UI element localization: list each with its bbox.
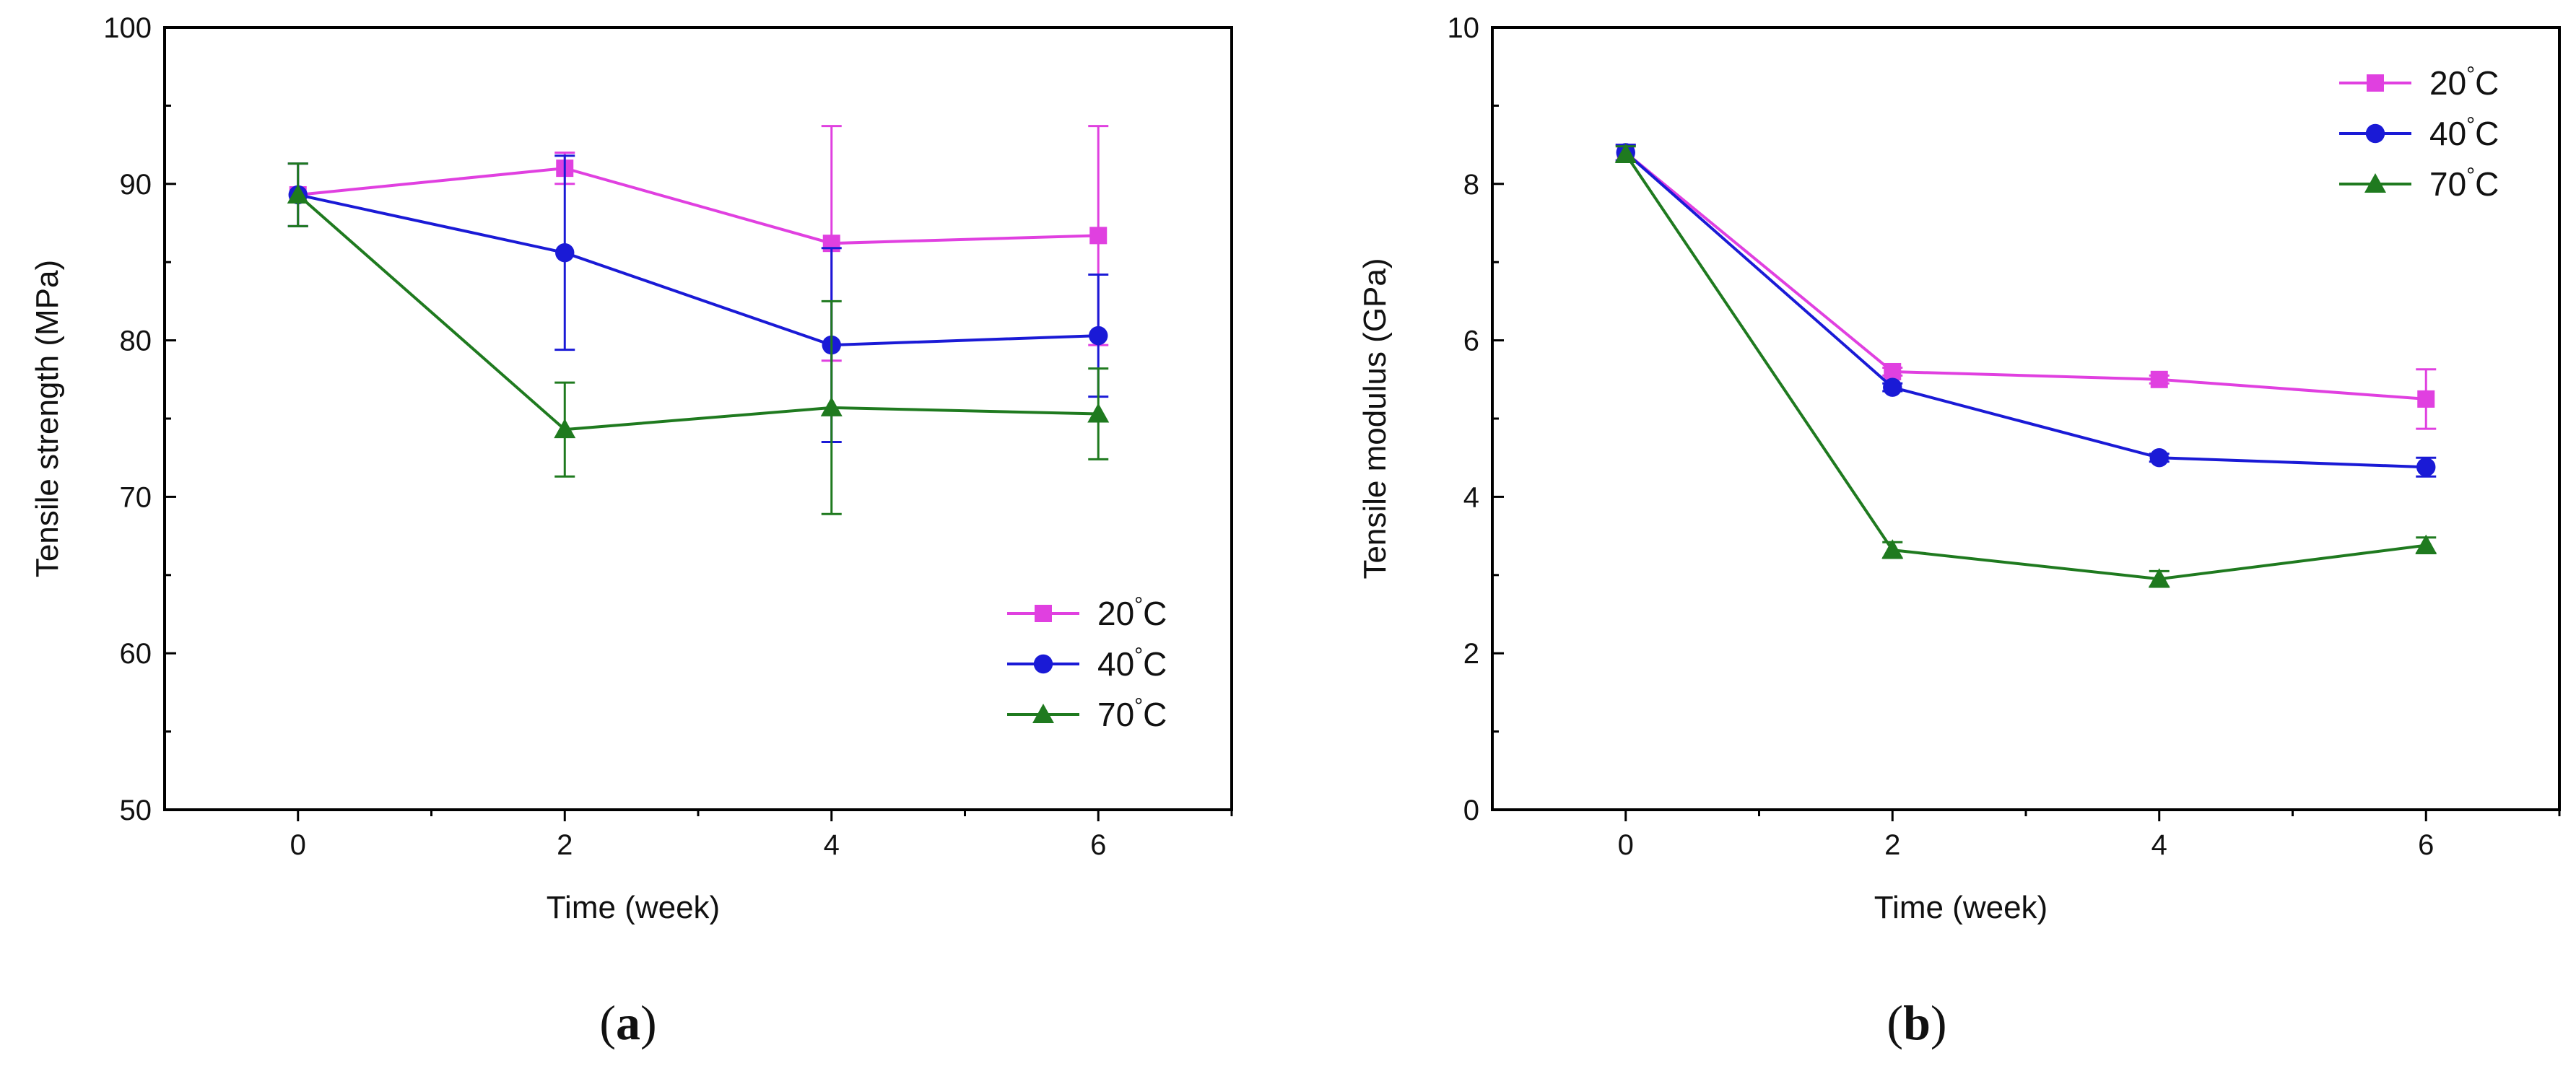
y-tick-label: 0 <box>1463 795 1479 826</box>
legend: 20°C 40°C 70°C <box>2339 63 2499 203</box>
x-tick-label: 2 <box>1884 829 1900 861</box>
legend-label: 20°C <box>1097 593 1167 632</box>
legend-marker <box>1032 704 1054 723</box>
data-point <box>555 242 575 263</box>
legend-marker <box>1035 605 1052 622</box>
legend-marker <box>1033 654 1053 674</box>
series-line <box>297 193 1099 432</box>
legend-marker <box>2365 123 2385 144</box>
x-tick-label: 2 <box>557 829 573 861</box>
y-axis-title: Tensile modulus (GPa) <box>1357 258 1393 579</box>
series-20C <box>287 125 1109 362</box>
legend-label: 40°C <box>2429 113 2499 152</box>
series-line <box>297 167 1099 245</box>
data-point <box>1881 539 1904 559</box>
y-axis-title: Tensile strength (MPa) <box>30 260 65 577</box>
plot-frame <box>1491 26 2561 811</box>
x-tick-label: 6 <box>1090 829 1106 861</box>
series-40C <box>287 154 1109 444</box>
x-tick-label: 4 <box>2151 829 2167 861</box>
chart-panel-a: 50 60 70 80 90 100 0 2 4 6 Time (week) Tensile stre… <box>30 12 1233 1050</box>
y-tick-label: 90 <box>120 169 152 201</box>
legend-marker <box>2364 173 2386 193</box>
series-20C <box>1615 144 2437 430</box>
series-line <box>1624 153 2427 581</box>
series-line <box>1624 151 2427 469</box>
legend-marker <box>2367 74 2384 92</box>
legend-label: 70°C <box>2429 164 2499 203</box>
data-point <box>2150 370 2168 388</box>
legend-label: 20°C <box>2429 63 2499 102</box>
data-point <box>287 183 309 204</box>
y-tick-label: 6 <box>1463 325 1479 357</box>
chart-panel-b: 0 2 4 6 8 10 0 2 4 6 Time (week) Tensile modulus (G… <box>1357 12 2561 1050</box>
data-point <box>1883 377 1902 397</box>
y-tick-label: 4 <box>1463 481 1479 513</box>
panel-label: (a) <box>599 995 656 1050</box>
x-axis-title: Time (week) <box>1874 890 2048 925</box>
legend-label: 70°C <box>1097 694 1167 733</box>
legend-label: 40°C <box>1097 644 1167 683</box>
data-point <box>2417 390 2435 408</box>
series-line <box>1624 151 2427 401</box>
series-70C <box>287 162 1110 515</box>
data-point <box>1087 403 1110 423</box>
data-point <box>1884 362 1902 380</box>
data-point <box>1089 227 1108 245</box>
y-tick-label: 2 <box>1463 638 1479 670</box>
legend: 20°C 40°C 70°C <box>1007 593 1167 733</box>
data-point <box>1614 143 1637 163</box>
data-point <box>1089 325 1108 346</box>
y-tick-label: 100 <box>103 12 152 44</box>
data-point <box>2415 534 2437 554</box>
data-point <box>2148 568 2170 588</box>
y-tick-label: 8 <box>1463 169 1479 201</box>
y-tick-label: 70 <box>120 481 152 513</box>
y-tick-label: 80 <box>120 325 152 357</box>
y-tick-label: 10 <box>1448 12 1480 44</box>
data-point <box>820 396 843 416</box>
series-70C <box>1614 143 2437 588</box>
x-tick-label: 0 <box>290 829 306 861</box>
x-tick-label: 0 <box>1618 829 1634 861</box>
series-line <box>297 193 1099 347</box>
x-tick-label: 6 <box>2418 829 2434 861</box>
y-tick-label: 60 <box>120 638 152 670</box>
panel-label: (b) <box>1887 995 1946 1050</box>
data-point <box>2416 458 2436 477</box>
x-axis-title: Time (week) <box>547 890 720 925</box>
data-point <box>2149 448 2169 468</box>
data-point <box>554 419 576 439</box>
series-40C <box>1615 143 2437 478</box>
y-tick-label: 50 <box>120 795 152 826</box>
x-tick-label: 4 <box>824 829 840 861</box>
